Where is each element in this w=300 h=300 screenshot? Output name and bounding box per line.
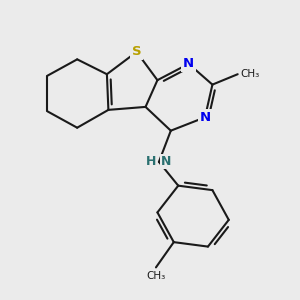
- Text: S: S: [132, 45, 141, 58]
- Text: CH₃: CH₃: [146, 271, 166, 281]
- Text: CH₃: CH₃: [240, 69, 259, 79]
- Text: H: H: [146, 155, 156, 168]
- Text: N: N: [183, 57, 194, 70]
- Text: N: N: [200, 111, 211, 124]
- Text: N: N: [161, 155, 172, 168]
